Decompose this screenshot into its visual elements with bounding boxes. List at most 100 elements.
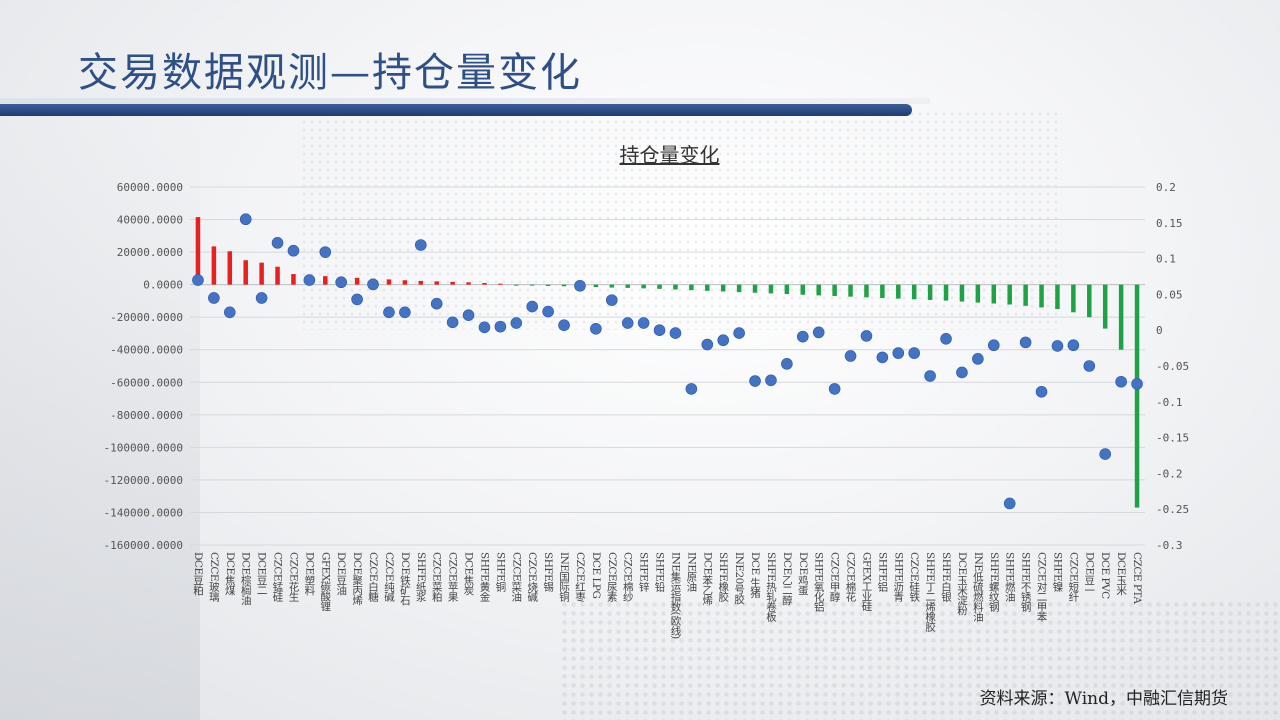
- category-label: DCE LPG: [590, 552, 602, 598]
- ratio-point: [590, 322, 602, 335]
- ratio-point: [717, 334, 730, 347]
- ratio-point: [796, 330, 809, 343]
- ratio-point: [367, 278, 379, 291]
- category-label: CZCE玻璃: [208, 552, 220, 602]
- category-label: DCE焦炭: [463, 552, 475, 596]
- left-axis-tick-label: -100000.0000: [104, 441, 183, 454]
- right-axis-tick-label: -0.3: [1156, 539, 1183, 552]
- left-axis-tick-label: -120000.0000: [104, 474, 183, 487]
- bar: [848, 284, 853, 297]
- category-label: DCE 生猪: [749, 552, 761, 599]
- ratio-point: [924, 370, 936, 382]
- bar: [1087, 284, 1092, 318]
- category-label: DCE豆一: [1083, 552, 1095, 595]
- category-label: SHFE铜: [494, 552, 506, 593]
- ratio-point: [526, 300, 539, 313]
- bar: [593, 284, 599, 288]
- ratio-point: [319, 246, 332, 258]
- bar: [466, 282, 471, 285]
- bar: [673, 284, 678, 290]
- ratio-point: [1099, 448, 1112, 460]
- title-underline-light: [0, 98, 930, 104]
- category-label: CZCE苹果: [447, 552, 459, 602]
- category-label: DCE豆粕: [192, 552, 204, 596]
- category-label: CZCE菜粕: [431, 552, 443, 602]
- category-label: SHFE热轧卷板: [765, 552, 777, 623]
- ratio-point: [844, 350, 857, 362]
- left-axis-tick-label: 60000.0000: [117, 181, 183, 194]
- ratio-point: [956, 366, 968, 379]
- ratio-point: [510, 317, 523, 329]
- bar: [275, 266, 280, 285]
- bar: [291, 274, 296, 285]
- ratio-point: [908, 347, 921, 359]
- ratio-point: [287, 244, 300, 257]
- right-axis-tick-label: -0.05: [1156, 360, 1189, 373]
- category-label: CZCE甲醇: [829, 552, 841, 602]
- ratio-point: [303, 274, 316, 286]
- right-axis-tick-label: -0.25: [1156, 503, 1189, 516]
- bar: [561, 284, 567, 287]
- category-label: CZCE PTA: [1131, 552, 1143, 604]
- category-label: INE低硫燃料油: [972, 552, 984, 622]
- bar: [259, 262, 264, 285]
- ratio-point: [558, 319, 570, 331]
- category-label: DCE豆油: [335, 552, 347, 595]
- right-axis-tick-label: 0.05: [1156, 288, 1183, 301]
- ratio-point: [1115, 375, 1127, 388]
- ratio-point: [972, 353, 984, 365]
- category-label: SHFE锡: [542, 552, 554, 593]
- ratio-point: [860, 330, 873, 342]
- category-label: SHFE橡胶: [717, 552, 729, 603]
- category-label: SHFE燃油: [1004, 552, 1016, 602]
- left-axis-tick-label: -140000.0000: [104, 506, 183, 519]
- ratio-point: [271, 237, 284, 249]
- bar: [498, 283, 503, 285]
- bar: [657, 284, 662, 289]
- ratio-point: [399, 306, 411, 319]
- ratio-point: [239, 213, 252, 226]
- category-label: CZCE白糖: [367, 552, 379, 602]
- ratio-point: [987, 339, 1000, 352]
- category-label: CZCE烧碱: [526, 552, 538, 602]
- bar: [514, 284, 519, 286]
- bar: [625, 284, 630, 288]
- ratio-point: [733, 327, 745, 339]
- bar: [752, 284, 758, 293]
- ratio-point: [542, 305, 554, 318]
- category-label: DCE鸡蛋: [797, 552, 809, 596]
- category-label: CZCE尿素: [606, 552, 618, 601]
- ratio-point: [669, 327, 682, 339]
- category-label: CZCE纯碱: [383, 552, 395, 602]
- category-label: SHFE螺纹钢: [988, 552, 1000, 613]
- category-label: SHFE白银: [940, 552, 952, 603]
- bar: [354, 277, 360, 285]
- background-dots-decoration: [560, 600, 1280, 720]
- bar: [832, 284, 837, 297]
- ratio-point: [812, 326, 825, 339]
- category-label: SHFE铝: [876, 552, 888, 593]
- right-axis-tick-label: 0.2: [1156, 181, 1176, 194]
- left-axis-tick-label: -80000.0000: [110, 409, 183, 422]
- category-label: SHFE锌: [638, 552, 650, 593]
- bar: [641, 284, 646, 289]
- ratio-point: [335, 276, 348, 289]
- bar: [609, 284, 615, 288]
- bar: [975, 284, 981, 303]
- ratio-point: [637, 317, 650, 329]
- ratio-point: [701, 338, 714, 351]
- ratio-point: [1019, 336, 1032, 349]
- bar: [864, 284, 869, 298]
- background-skyline-decoration: [0, 115, 200, 720]
- ratio-point: [765, 374, 777, 387]
- bar: [1039, 284, 1044, 308]
- bar: [784, 284, 790, 295]
- right-axis-tick-label: 0.1: [1156, 253, 1176, 266]
- bar: [816, 284, 821, 296]
- bar: [1118, 284, 1124, 350]
- ratio-point: [414, 239, 427, 251]
- ratio-point: [1003, 497, 1016, 510]
- chart-title: 持仓量变化: [620, 143, 720, 167]
- ratio-point: [223, 306, 236, 319]
